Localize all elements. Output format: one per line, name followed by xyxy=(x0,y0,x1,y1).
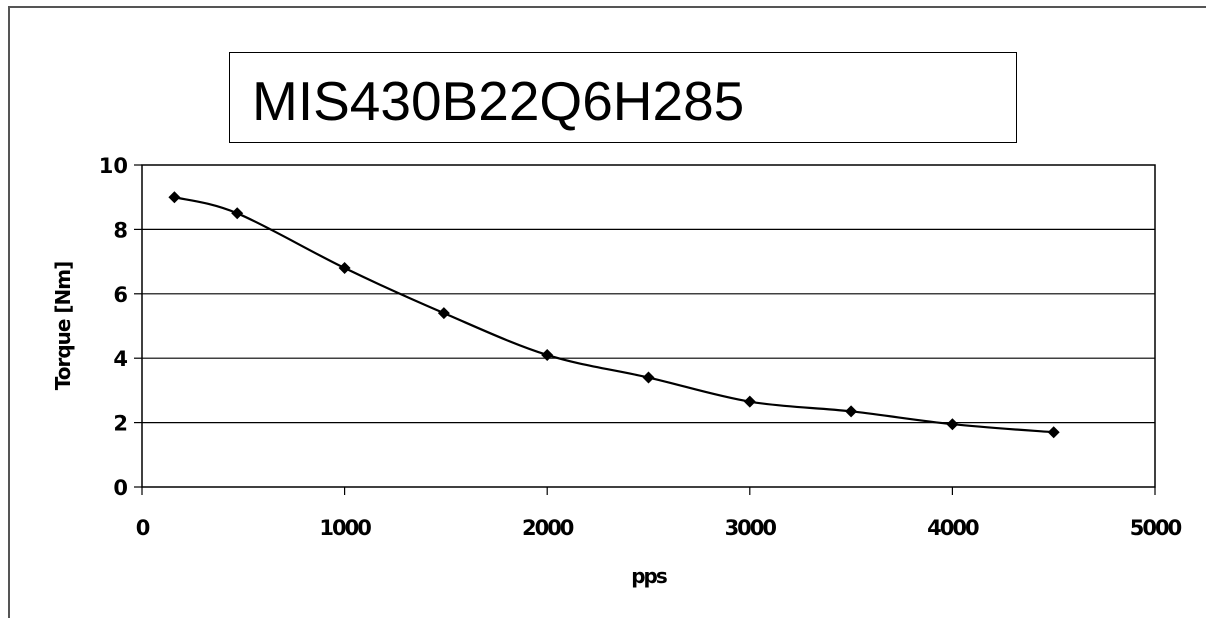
chart-frame xyxy=(8,6,1206,618)
data-point xyxy=(437,307,450,320)
data-point xyxy=(743,395,756,408)
x-tick-label: 2000 xyxy=(522,516,574,540)
x-tick-label: 4000 xyxy=(927,516,979,540)
chart-title-box: MIS430B22Q6H285 xyxy=(229,52,1017,143)
data-point xyxy=(946,418,959,431)
y-tick-label: 6 xyxy=(113,283,128,307)
x-tick-label: 0 xyxy=(136,516,150,540)
plot-area xyxy=(141,164,1156,488)
data-point xyxy=(168,191,181,204)
data-point xyxy=(845,405,858,418)
y-tick-label: 10 xyxy=(99,154,128,178)
x-tick-label: 1000 xyxy=(319,516,371,540)
y-axis-label: Torque [Nm] xyxy=(51,262,75,391)
x-tick-label: 5000 xyxy=(1130,516,1182,540)
x-axis-label: pps xyxy=(631,564,667,588)
y-tick-label: 0 xyxy=(113,476,128,500)
data-point xyxy=(338,262,351,275)
chart-title: MIS430B22Q6H285 xyxy=(252,70,745,132)
data-point xyxy=(1047,426,1060,439)
series-line xyxy=(174,196,1054,434)
data-point xyxy=(642,371,655,384)
y-tick-label: 8 xyxy=(113,218,128,242)
x-tick-label: 3000 xyxy=(725,516,777,540)
y-tick-label: 2 xyxy=(113,412,128,436)
data-point xyxy=(231,207,244,220)
data-point xyxy=(541,348,554,361)
y-tick-label: 4 xyxy=(113,347,128,371)
